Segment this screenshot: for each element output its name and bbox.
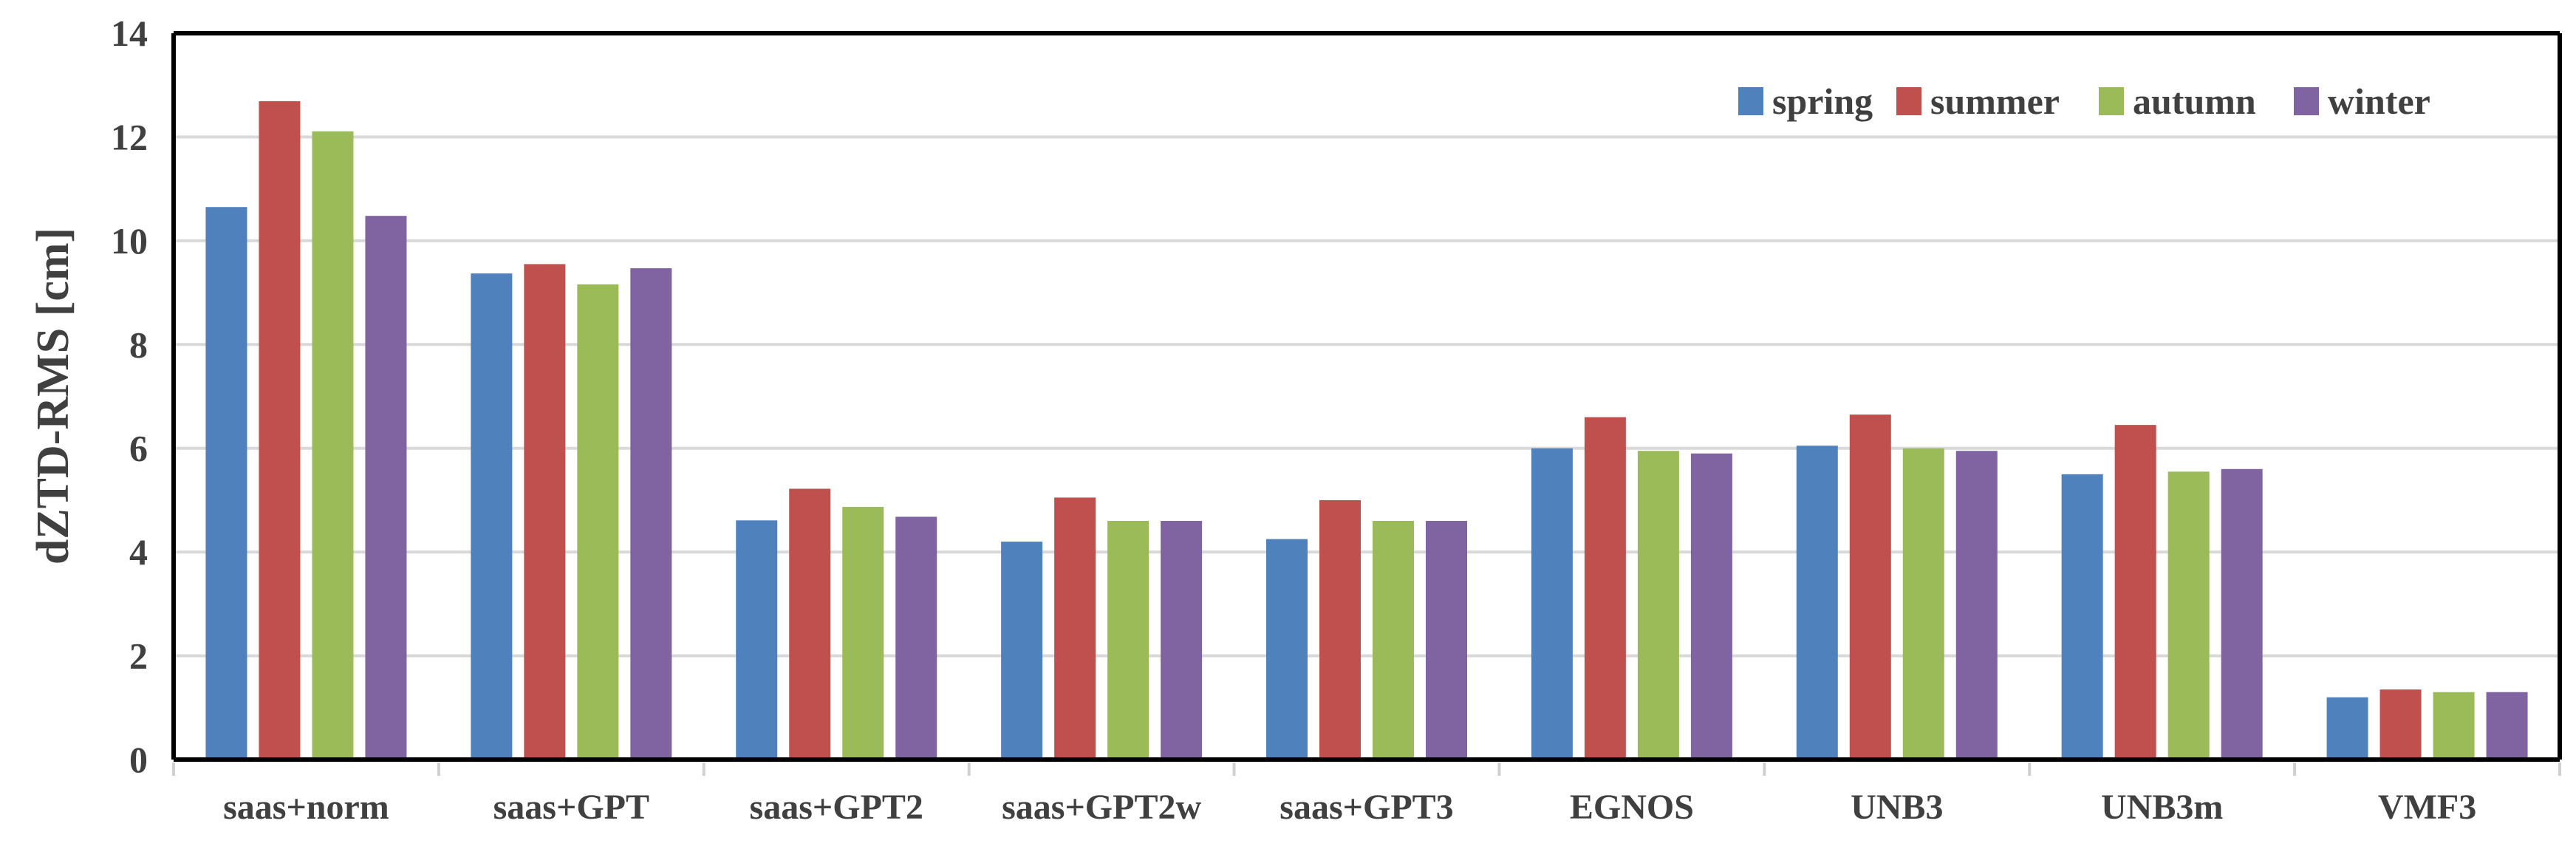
legend-label-autumn: autumn: [2133, 81, 2256, 122]
bar-summer-saas+GPT: [524, 264, 566, 760]
bar-summer-saas+GPT2: [789, 488, 831, 760]
bar-winter-saas+GPT3: [1426, 521, 1467, 760]
bar-summer-VMF3: [2379, 689, 2422, 760]
legend-swatch-autumn: [2099, 87, 2124, 115]
bar-winter-saas+GPT2w: [1161, 521, 1203, 760]
x-tick-labels: saas+norm saas+GPT saas+GPT2 saas+GPT2w saas…: [223, 788, 2476, 827]
y-tick-label: 2: [129, 635, 148, 677]
bar-spring-saas+GPT2: [736, 520, 778, 760]
bar-spring-saas+GPT3: [1266, 539, 1308, 760]
bar-spring-UNB3m: [2061, 474, 2103, 760]
bar-autumn-UNB3: [1902, 448, 1944, 760]
gridlines: [174, 135, 2560, 658]
x-tick-label: UNB3m: [2101, 788, 2223, 827]
x-tick-label: saas+GPT2w: [1002, 788, 1201, 827]
bar-autumn-saas+GPT: [577, 284, 619, 760]
bar-summer-saas+norm: [259, 100, 301, 760]
legend-swatch-summer: [1896, 87, 1921, 115]
x-tick-label: saas+GPT3: [1280, 788, 1453, 827]
y-axis-title: dZTD-RMS [cm]: [28, 228, 78, 564]
y-tick-label: 0: [129, 739, 148, 780]
legend-label-spring: spring: [1772, 81, 1873, 122]
bar-summer-saas+GPT2w: [1054, 497, 1096, 760]
x-tick-label: VMF3: [2378, 788, 2476, 827]
legend-swatch-spring: [1738, 87, 1763, 115]
bar-winter-UNB3m: [2221, 468, 2263, 760]
bar-autumn-saas+GPT3: [1373, 521, 1414, 760]
bar-autumn-EGNOS: [1637, 451, 1679, 760]
bar-summer-saas+GPT3: [1319, 499, 1361, 760]
bar-autumn-saas+norm: [312, 131, 354, 760]
bar-summer-UNB3: [1849, 415, 1891, 760]
y-tick-label: 14: [111, 13, 148, 54]
bar-spring-UNB3: [1796, 446, 1838, 760]
y-tick-labels: 0 2 4 6 8 10 12 14: [111, 13, 148, 780]
bar-spring-VMF3: [2326, 697, 2368, 760]
bar-winter-UNB3: [1955, 451, 1998, 760]
x-tick-label: EGNOS: [1570, 788, 1694, 827]
bar-winter-VMF3: [2486, 692, 2528, 760]
bar-winter-EGNOS: [1690, 453, 1732, 760]
y-tick-label: 12: [111, 116, 148, 157]
legend-label-winter: winter: [2328, 81, 2430, 122]
bar-spring-saas+norm: [205, 207, 247, 760]
axes: [171, 31, 2562, 776]
bar-autumn-saas+GPT2: [842, 507, 884, 760]
bar-summer-EGNOS: [1584, 417, 1626, 760]
x-tick-label: saas+GPT: [493, 788, 649, 827]
bar-autumn-UNB3m: [2167, 471, 2210, 760]
legend-label-summer: summer: [1930, 81, 2060, 122]
y-tick-label: 6: [129, 428, 148, 469]
y-tick-label: 10: [111, 220, 148, 262]
bar-autumn-saas+GPT2w: [1107, 521, 1149, 760]
bar-winter-saas+norm: [365, 216, 407, 760]
bar-autumn-VMF3: [2433, 692, 2475, 760]
bar-spring-saas+GPT2w: [1001, 542, 1043, 760]
y-tick-label: 8: [129, 324, 148, 365]
x-tick-label: UNB3: [1851, 788, 1943, 827]
bar-summer-UNB3m: [2114, 425, 2156, 760]
bars: [205, 100, 2528, 760]
x-tick-label: saas+norm: [223, 788, 389, 827]
bar-spring-EGNOS: [1531, 448, 1573, 760]
bar-spring-saas+GPT: [471, 273, 513, 760]
y-tick-label: 4: [129, 531, 148, 573]
x-tick-label: saas+GPT2: [750, 788, 923, 827]
bar-winter-saas+GPT2: [895, 516, 937, 760]
bar-winter-saas+GPT: [630, 268, 672, 760]
legend-swatch-winter: [2294, 87, 2319, 115]
legend: spring summer autumn winter: [1738, 81, 2430, 122]
